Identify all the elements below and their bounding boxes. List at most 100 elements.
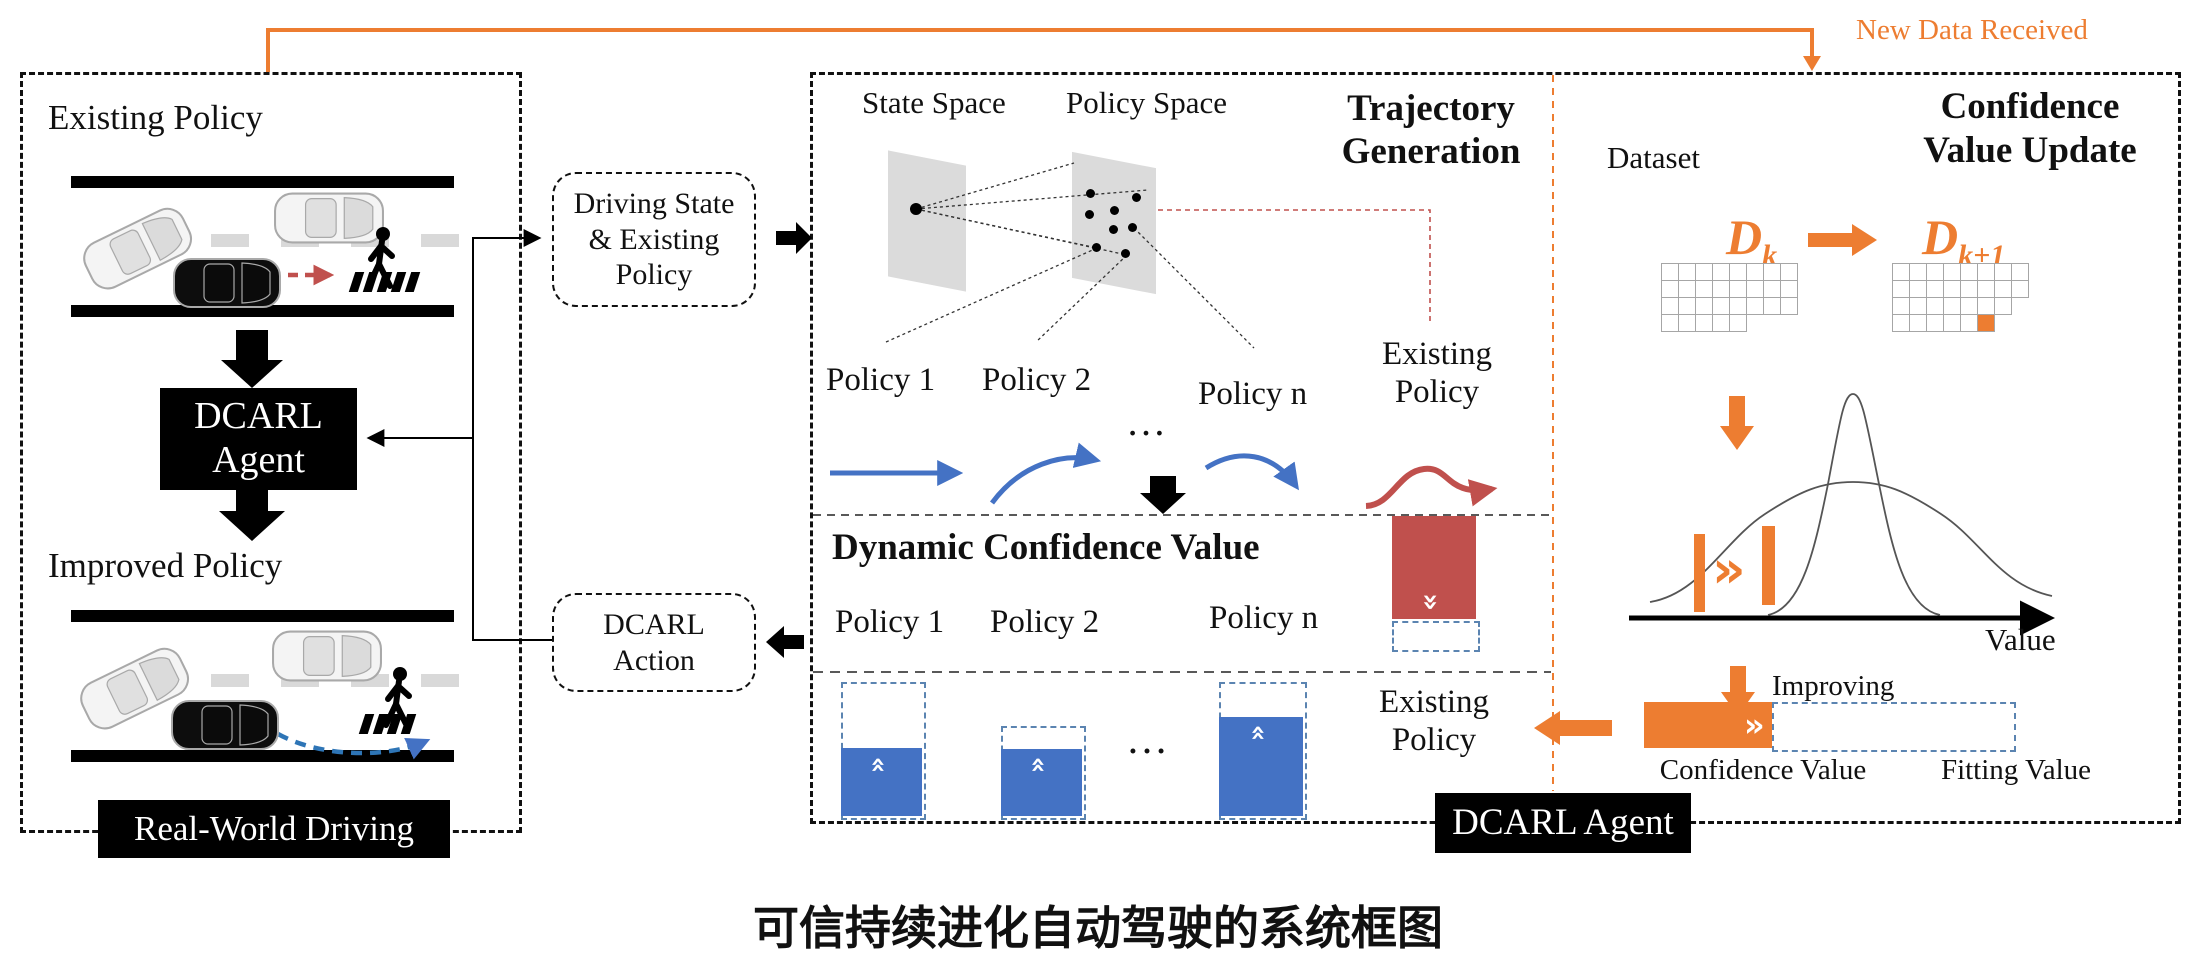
dataset-cell (1746, 297, 1764, 315)
chevron-up-icon: » (1242, 724, 1273, 742)
existing-policy-fitting-box (1392, 621, 1480, 652)
dcarl-action-line2: Action (613, 643, 695, 677)
confidence-value-bar: » (1644, 702, 1772, 748)
existing-policy-confidence-bar: » (1392, 516, 1476, 619)
update-title-line1: Confidence (1940, 86, 2120, 127)
trajectory-policyn-label: Policy n (1198, 376, 1308, 412)
existing-policy-title: Existing Policy (48, 98, 263, 137)
dataset-cell (1909, 280, 1927, 298)
update-title-line2: Value Update (1923, 129, 2137, 171)
value-axis-label: Value (1985, 622, 2056, 657)
lane-marking (421, 674, 459, 687)
confidence-value-update-title: Confidence Value Update (1900, 85, 2160, 172)
chevron-up-icon: » (862, 756, 893, 774)
new-data-cell (1977, 314, 1995, 332)
fitting-value-label: Fitting Value (1940, 754, 2092, 786)
fitting-value-box (1772, 702, 2016, 752)
dataset-cell (1780, 280, 1798, 298)
policy2-confidence-bar: » (1001, 749, 1082, 816)
policy-point (1092, 243, 1101, 252)
state-to-panel-arrow (776, 222, 812, 254)
trajectory-title-line1: Trajectory (1347, 88, 1515, 129)
real-world-driving-text: Real-World Driving (133, 808, 415, 848)
dataset-cell (1763, 297, 1781, 315)
confidence-policy2-label: Policy 2 (990, 604, 1100, 640)
policy-space-plane (1072, 151, 1156, 295)
confidence-policyn-label: Policy n (1209, 600, 1319, 636)
dataset-cell (1729, 314, 1747, 332)
dataset-cell (1780, 263, 1798, 281)
new-data-connector-line (266, 28, 1814, 72)
driving-state-box: Driving State & Existing Policy (552, 172, 756, 307)
lane-marking (421, 234, 459, 247)
dcarl-action-line1: DCARL (603, 608, 705, 642)
improved-policy-title: Improved Policy (48, 546, 283, 585)
dataset-cell (1926, 263, 1944, 281)
panel-to-action-arrow (766, 626, 804, 658)
policy-point (1128, 223, 1137, 232)
trajectory-existing-policy-label: Existing Policy (1378, 336, 1496, 412)
dataset-cell (1943, 263, 1961, 281)
dataset-cell (1746, 263, 1764, 281)
dataset-cell (1926, 297, 1944, 315)
bars-existing-line2: Policy (1391, 721, 1477, 758)
existing-policy-road-scene (71, 176, 459, 317)
dataset-k1-letter: D (1922, 209, 1959, 265)
improved-policy-road-scene (71, 610, 459, 762)
dataset-cell (1960, 314, 1978, 332)
dataset-cell (1994, 280, 2012, 298)
dcarl-agent-footer-box: DCARL Agent (1435, 793, 1691, 853)
policy-point (1132, 193, 1141, 202)
dataset-cell (1977, 297, 1995, 315)
dataset-cell (1661, 263, 1679, 281)
dataset-cell (1994, 263, 2012, 281)
policy-point (1121, 249, 1130, 258)
lane-marking (211, 674, 249, 687)
road-edge (71, 305, 454, 317)
dataset-cell (1960, 297, 1978, 315)
figure-caption: 可信持续进化自动驾驶的系统框图 (753, 902, 1443, 954)
road-edge (71, 750, 454, 762)
dataset-cell (1960, 280, 1978, 298)
dataset-cell (2011, 263, 2029, 281)
lane-marking (211, 234, 249, 247)
dcarl-agent-line2: Agent (212, 439, 305, 481)
dataset-cell (1926, 314, 1944, 332)
dataset-cell (1729, 280, 1747, 298)
dataset-cell (1729, 263, 1747, 281)
trajectory-existing-line1: Existing (1381, 336, 1492, 372)
driving-state-line1: Driving State (573, 187, 735, 221)
lane-marking (281, 674, 319, 687)
chevron-up-icon: » (1022, 756, 1053, 774)
policy-point (1086, 189, 1095, 198)
driving-state-line3: Policy (615, 258, 693, 292)
dataset-cell (1678, 263, 1696, 281)
dataset-cell (1661, 280, 1679, 298)
dataset-cell (1909, 297, 1927, 315)
driving-state-line2: & Existing (588, 222, 720, 256)
dcarl-agent-box: DCARL Agent (160, 388, 357, 490)
dataset-cell (1695, 280, 1713, 298)
dataset-k-letter: D (1726, 209, 1763, 265)
state-space-label: State Space (862, 85, 1006, 120)
policy1-confidence-bar: » (841, 748, 922, 816)
confidence-value-label: Confidence Value (1659, 754, 1867, 786)
dataset-cell (1892, 314, 1910, 332)
dataset-cell (1909, 314, 1927, 332)
trajectory-title-line2: Generation (1341, 130, 1521, 172)
state-point (910, 203, 922, 215)
dataset-cell (1763, 280, 1781, 298)
dataset-cell (1943, 280, 1961, 298)
policy-point (1110, 206, 1119, 215)
dataset-cell (1977, 280, 1995, 298)
dataset-cell (1960, 263, 1978, 281)
dataset-cell (1943, 314, 1961, 332)
distribution-shift-chevron-icon: » (1712, 540, 1746, 600)
confidence-policy1-label: Policy 1 (835, 604, 945, 640)
dataset-cell (1926, 280, 1944, 298)
bars-ellipsis: … (1126, 717, 1173, 763)
state-space-plane (888, 150, 966, 292)
road-edge (71, 176, 454, 188)
dataset-cell (1712, 280, 1730, 298)
